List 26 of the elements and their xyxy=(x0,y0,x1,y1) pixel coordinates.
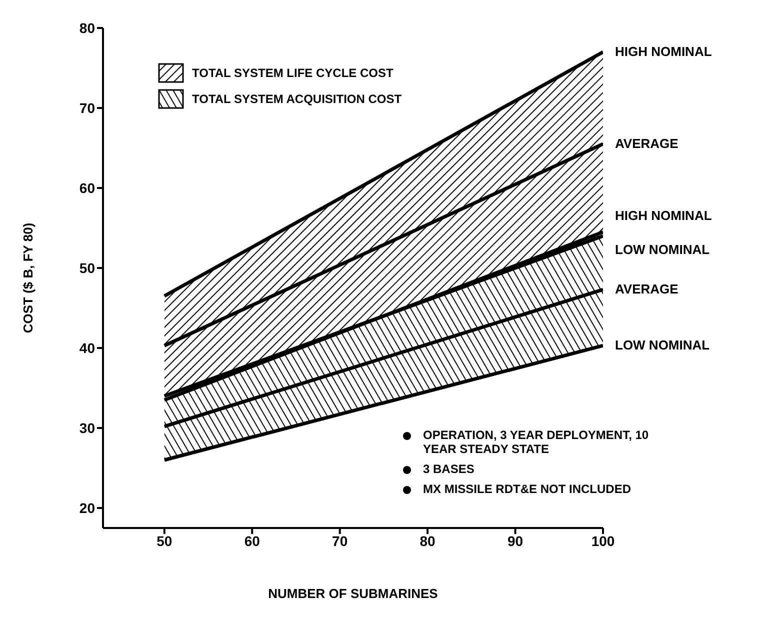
y-tick-label: 60 xyxy=(79,180,96,196)
x-tick-label: 60 xyxy=(244,532,260,549)
annotation: 3 BASES xyxy=(423,462,476,476)
y-axis-title: COST ($ B, FY 80) xyxy=(20,222,36,334)
x-tick-label: 90 xyxy=(507,532,524,549)
y-tick-label: 80 xyxy=(79,20,96,36)
x-tick-label: 100 xyxy=(591,532,615,549)
y-tick-label: 50 xyxy=(79,260,96,276)
y-tick-label: 40 xyxy=(79,340,96,356)
series-label: AVERAGE xyxy=(615,282,679,297)
y-tick-label: 70 xyxy=(79,100,96,116)
annotation: OPERATION, 3 YEAR DEPLOYMENT, 10 YEAR STEADY STATE xyxy=(423,428,650,456)
series-label: LOW NOMINAL xyxy=(615,242,710,257)
x-tick-label: 50 xyxy=(156,532,172,549)
annotation: TOTAL SYSTEM ACQUISITION COST xyxy=(192,92,402,106)
annotation: TOTAL SYSTEM LIFE CYCLE COST xyxy=(192,66,394,80)
x-tick-label: 80 xyxy=(420,532,436,549)
series-label: AVERAGE xyxy=(615,136,679,151)
annotation: MX MISSILE RDT&E NOT INCLUDED xyxy=(423,482,632,496)
x-tick-label: 70 xyxy=(332,532,348,549)
y-tick-label: 30 xyxy=(79,420,96,436)
series-label: HIGH NOMINAL xyxy=(615,208,712,223)
series-label: HIGH NOMINAL xyxy=(615,44,712,59)
x-axis-title: NUMBER OF SUBMARINES xyxy=(268,586,438,601)
y-tick-label: 20 xyxy=(79,500,96,516)
series-label: LOW NOMINAL xyxy=(615,338,710,353)
